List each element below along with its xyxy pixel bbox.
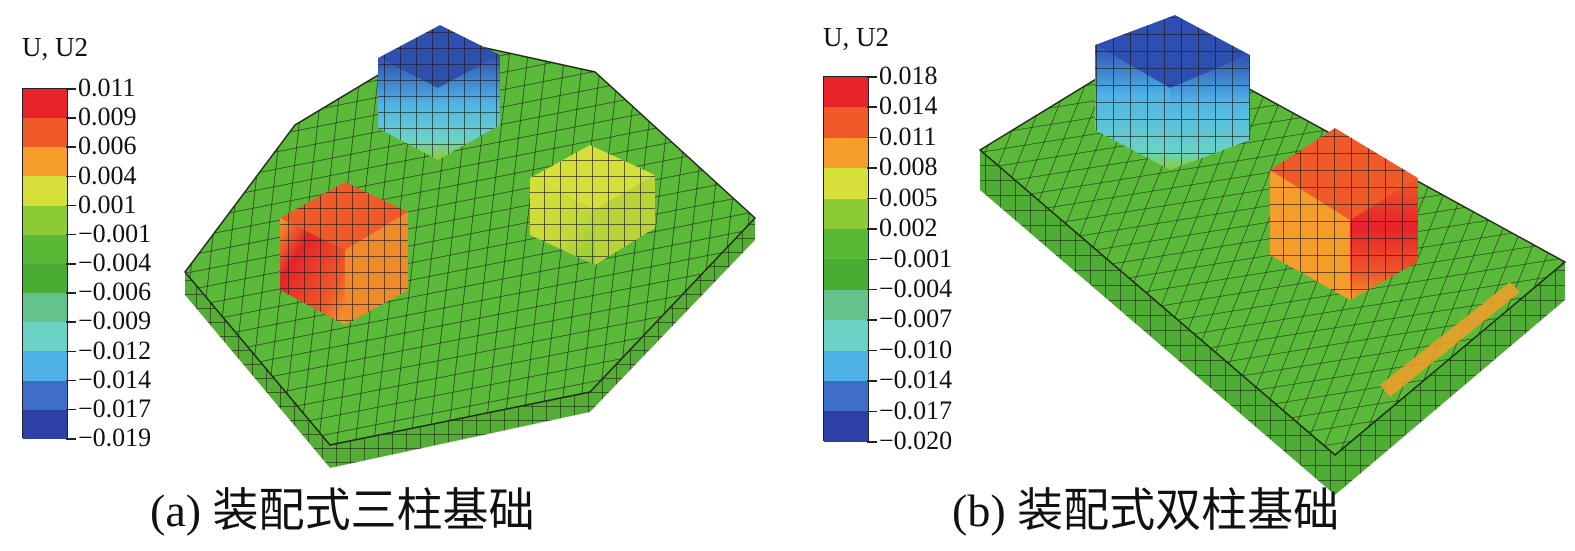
legend-tick-label: −0.017 [78,393,152,423]
legend-tick-mark [66,117,76,119]
legend-tick-mark [66,263,76,265]
color-scale-segment [23,234,67,264]
color-scale-segment [824,77,868,108]
color-scale-segment [23,176,67,206]
three-column-foundation-model [184,25,757,468]
column-red [1270,128,1418,300]
color-scale-segment [23,89,67,119]
color-scale-segment [824,350,868,382]
color-scale-segment [23,118,67,148]
legend-tick-label: 0.009 [78,102,137,132]
legend-tick-label: −0.004 [78,248,152,277]
legend-tick-label: −0.001 [78,218,152,248]
legend-tick-label: 0.002 [879,213,938,243]
legend-tick-label: 0.018 [879,61,938,90]
color-scale-segment [824,137,868,169]
panel-two-column-foundation: U, U2 0.018 0.014 0.011 0.008 0.005 0.002 −0.0… [790,0,1575,551]
color-scale-segment [824,289,868,321]
legend-tick-mark [66,321,76,323]
legend-tick-mark [66,438,76,440]
legend-tick-mark [867,76,877,78]
legend-title: U, U2 [22,32,88,62]
color-scale-segment [824,381,868,412]
color-scale-segment [824,320,868,351]
legend-tick-mark [867,410,877,413]
color-scale-segment [23,380,67,410]
legend-tick-label: 0.014 [879,91,938,121]
caption-b: (b) 装配式双柱基础 [952,485,1340,536]
slab-side-face [185,218,755,468]
legend-tick-label: −0.019 [78,423,152,452]
legend-tick-label: 0.001 [78,189,137,219]
legend-tick-label: −0.004 [879,273,953,303]
slab-top-face [184,37,757,446]
color-scale-segment [23,293,67,323]
legend-tick-mark [66,175,76,177]
legend-tick-label: 0.005 [879,182,938,212]
caption-a: (a) 装配式三柱基础 [150,485,535,536]
color-scale-segment [824,107,868,138]
legend-tick-label: −0.020 [879,426,953,455]
legend-tick-mark [867,136,877,139]
legend-tick-label: 0.011 [879,121,937,151]
panel-three-column-foundation: U, U2 0.011 0.009 0.006 0.004 0.001 −0.001 −0.… [22,25,757,536]
column-red [280,182,408,325]
legend-tick-mark [867,288,877,291]
legend-tick-label: −0.012 [78,335,152,365]
legend-tick-label: 0.011 [78,73,136,102]
color-scale-segment [23,147,67,177]
two-column-foundation-model [978,15,1567,495]
color-scale-segment [23,263,67,294]
color-scale-bar [22,88,68,439]
legend-tick-label: −0.006 [78,277,152,307]
legend-tick-label: −0.007 [879,304,953,334]
legend-tick-mark [66,146,76,148]
color-scale-segment [23,409,67,439]
legend-tick-mark [66,88,76,90]
legend-tick-mark [867,258,877,260]
legend-tick-label: 0.006 [78,131,137,161]
legend-tick-mark [867,106,877,108]
color-scale-segment [824,411,868,442]
legend-tick-label: −0.010 [879,334,953,364]
column-blue [378,25,500,160]
column-blue [1095,15,1250,170]
legend-tick-mark [867,319,877,321]
color-scale-segment [23,205,67,235]
legend-tick-mark [66,350,76,352]
legend-tick-label: −0.017 [879,395,953,425]
slab-side-face [980,150,1565,495]
legend-tick-mark [66,204,76,207]
legend-tick-mark [867,167,877,169]
legend-tick-label: −0.009 [78,306,152,336]
legend-tick-label: 0.008 [879,152,938,182]
legend-tick-mark [66,233,76,236]
legend-tick-mark [867,197,877,200]
color-scale-segment [23,351,67,381]
color-scale-segment [824,259,868,290]
legend-tick-mark [867,380,877,382]
color-scale-segment [824,229,868,260]
column-yellow [530,145,655,265]
legend-tick-mark [66,379,76,382]
legend-tick-label: −0.014 [78,364,152,394]
legend-tick-mark [867,228,877,230]
color-scale-bar [823,76,869,442]
legend-tick-mark [867,349,877,352]
legend-tick-mark [66,408,76,411]
color-scale-segment [824,198,868,230]
legend-tick-label: −0.001 [879,243,953,273]
legend-tick-label: −0.014 [879,365,953,395]
legend-title: U, U2 [823,22,889,52]
color-scale-segment [824,168,868,199]
legend-tick-mark [66,292,76,294]
legend-tick-mark [867,441,877,443]
color-scale-segment [23,322,67,352]
legend-tick-label: 0.004 [78,160,137,190]
